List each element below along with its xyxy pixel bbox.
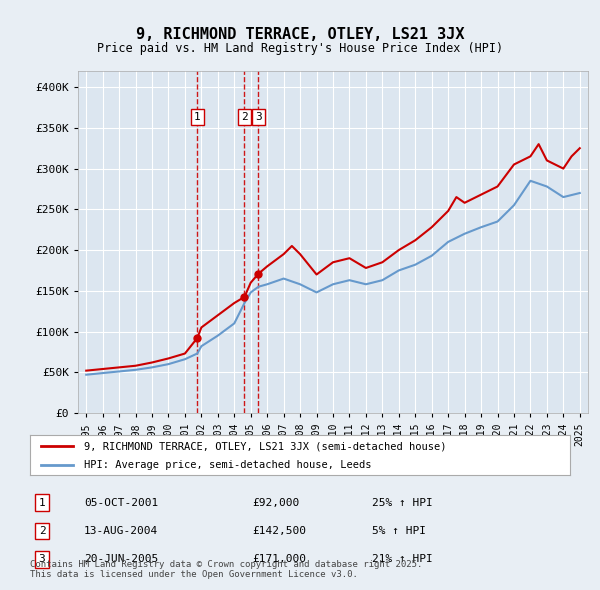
Text: £171,000: £171,000 [252,555,306,564]
Text: 2: 2 [241,112,248,122]
Text: 9, RICHMOND TERRACE, OTLEY, LS21 3JX (semi-detached house): 9, RICHMOND TERRACE, OTLEY, LS21 3JX (se… [84,441,446,451]
Text: 9, RICHMOND TERRACE, OTLEY, LS21 3JX: 9, RICHMOND TERRACE, OTLEY, LS21 3JX [136,27,464,41]
Text: £92,000: £92,000 [252,498,299,507]
Text: Price paid vs. HM Land Registry's House Price Index (HPI): Price paid vs. HM Land Registry's House … [97,42,503,55]
Text: 5% ↑ HPI: 5% ↑ HPI [372,526,426,536]
Text: 05-OCT-2001: 05-OCT-2001 [84,498,158,507]
Text: 25% ↑ HPI: 25% ↑ HPI [372,498,433,507]
Text: 3: 3 [255,112,262,122]
Text: 1: 1 [38,498,46,507]
Text: £142,500: £142,500 [252,526,306,536]
Text: 1: 1 [194,112,200,122]
Text: 20-JUN-2005: 20-JUN-2005 [84,555,158,564]
Text: Contains HM Land Registry data © Crown copyright and database right 2025.
This d: Contains HM Land Registry data © Crown c… [30,560,422,579]
Text: HPI: Average price, semi-detached house, Leeds: HPI: Average price, semi-detached house,… [84,460,371,470]
Text: 3: 3 [38,555,46,564]
Text: 13-AUG-2004: 13-AUG-2004 [84,526,158,536]
Text: 2: 2 [38,526,46,536]
Text: 21% ↑ HPI: 21% ↑ HPI [372,555,433,564]
